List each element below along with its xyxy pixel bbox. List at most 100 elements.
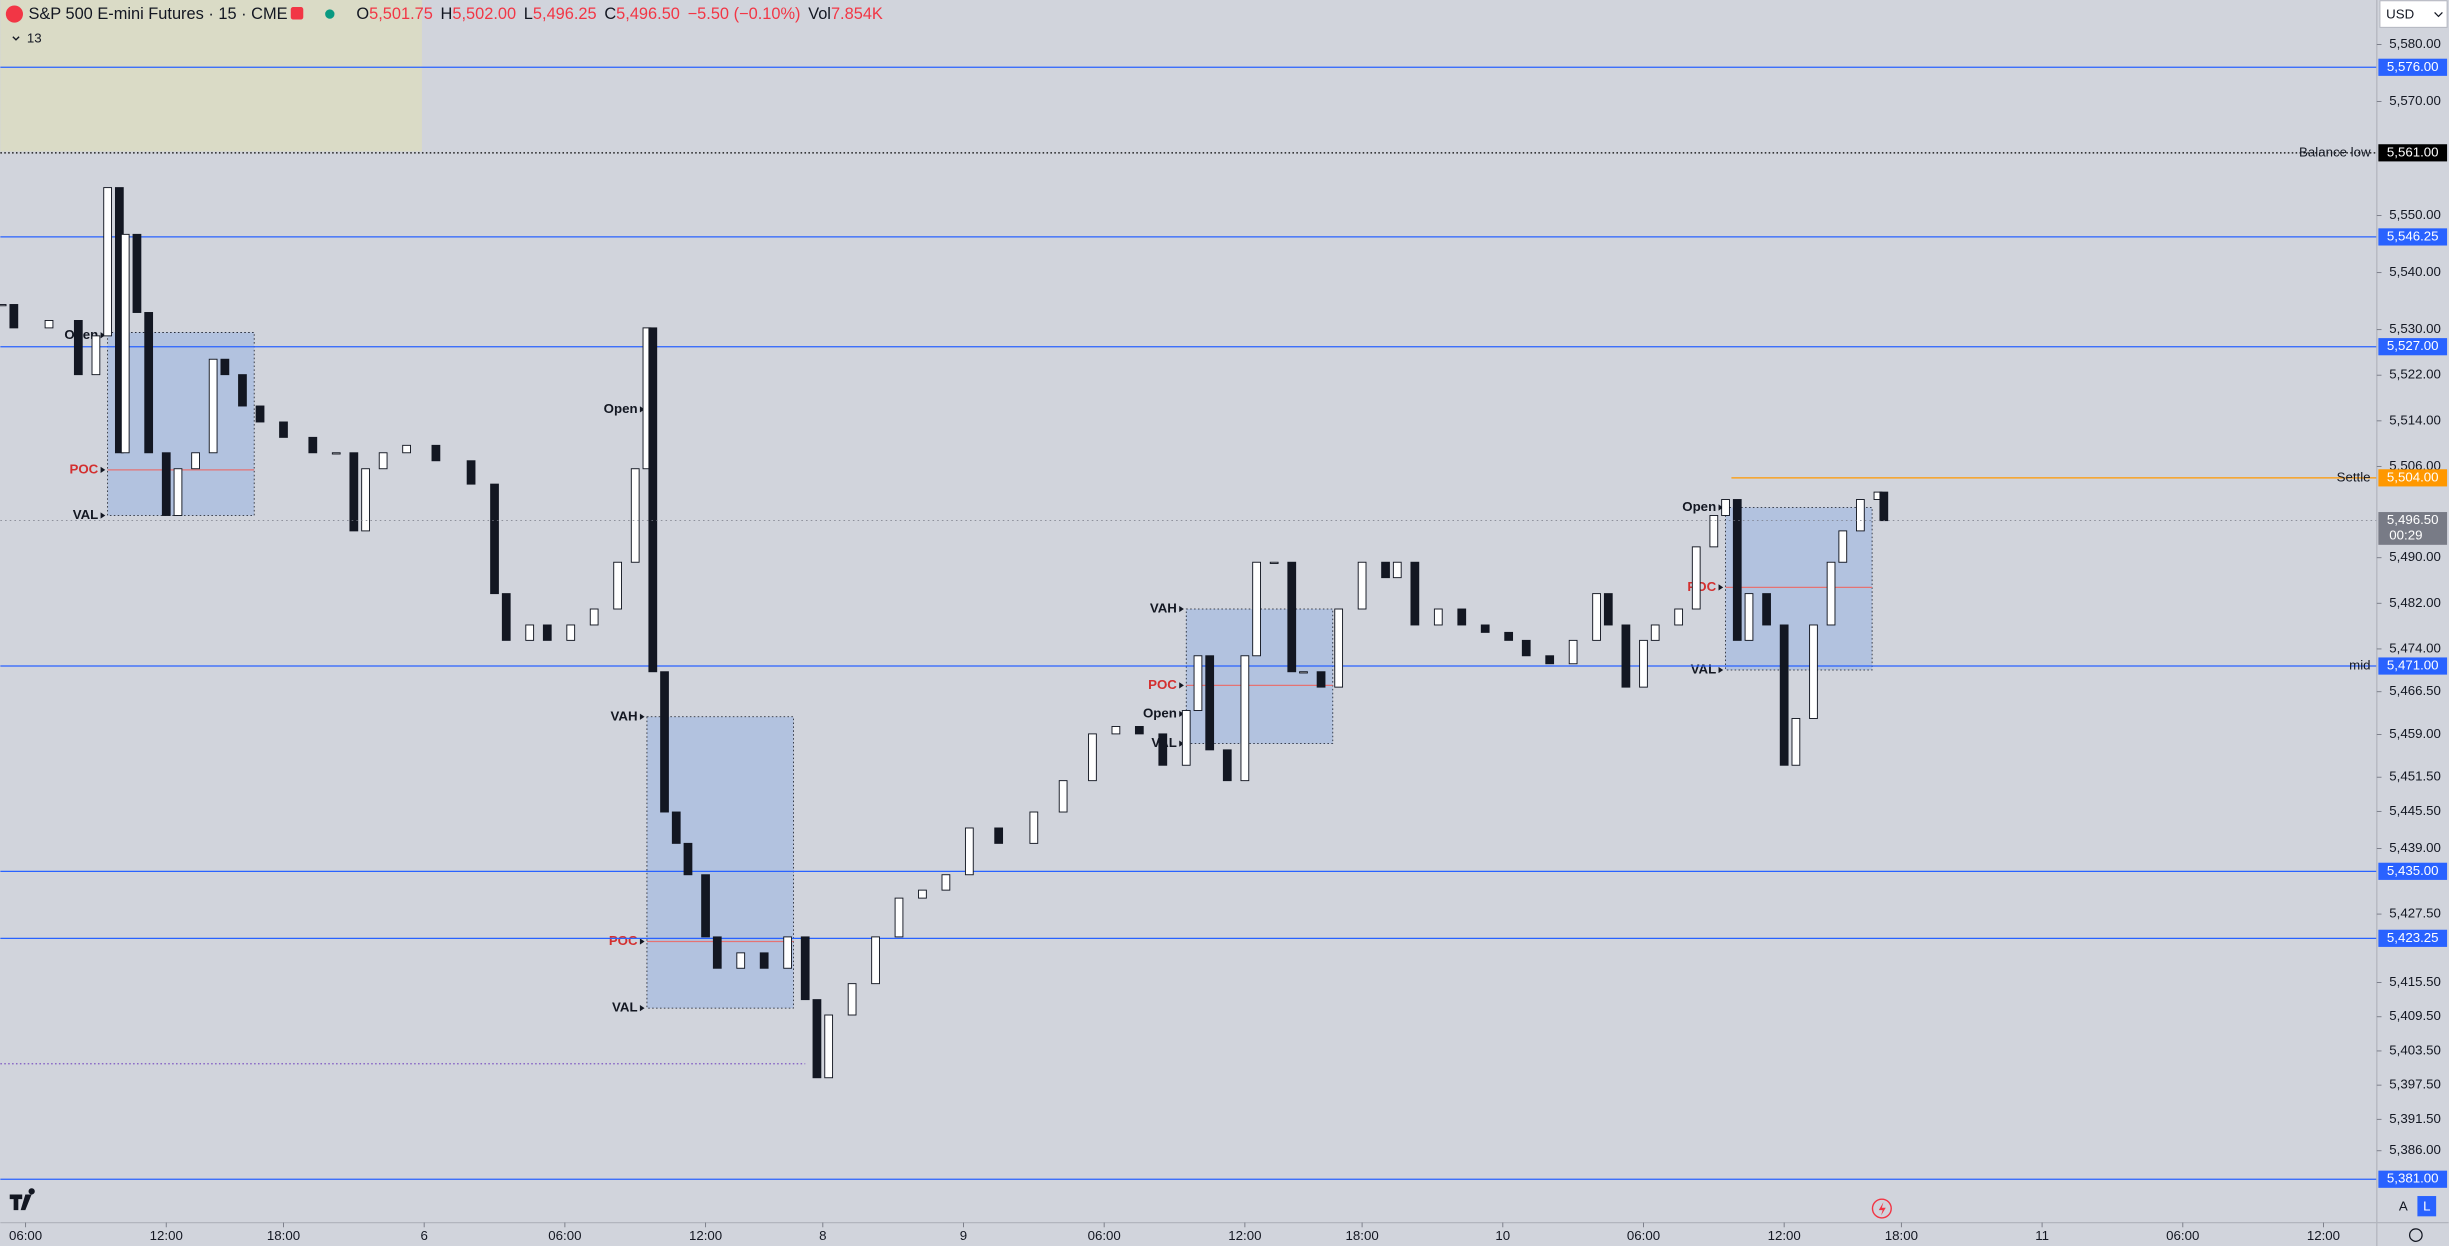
candle bbox=[589, 608, 599, 626]
x-tick-label: 11 bbox=[2035, 1228, 2049, 1243]
price-badge-label: 5,381.00 bbox=[2387, 1171, 2439, 1186]
status-icon[interactable] bbox=[290, 7, 304, 20]
candle bbox=[566, 624, 576, 641]
candle bbox=[1381, 561, 1390, 579]
y-tick-label: 5,514.00 bbox=[2389, 412, 2441, 427]
candle bbox=[490, 483, 499, 595]
candle bbox=[1691, 546, 1701, 610]
indicators-count[interactable]: 13 bbox=[27, 31, 42, 46]
value-area bbox=[1725, 507, 1873, 671]
log-scale-bg[interactable] bbox=[2417, 1196, 2437, 1217]
last-price-label: 5,496.50 bbox=[2387, 512, 2439, 527]
log-scale-button[interactable]: L bbox=[2423, 1198, 2430, 1213]
candle bbox=[1721, 499, 1730, 516]
candle bbox=[871, 936, 880, 985]
x-tick-label: 12:00 bbox=[1228, 1228, 1261, 1243]
y-tick-label: 5,466.50 bbox=[2389, 683, 2441, 698]
candle bbox=[847, 983, 857, 1016]
price-badge-label: 5,504.00 bbox=[2387, 469, 2439, 484]
candle bbox=[1287, 561, 1297, 673]
candle bbox=[1029, 811, 1039, 844]
symbol-logo bbox=[5, 5, 23, 23]
candle bbox=[0, 304, 7, 307]
x-tick-label: 18:00 bbox=[1885, 1228, 1918, 1243]
profile-label: VAL bbox=[73, 507, 99, 522]
x-tick-label: 12:00 bbox=[150, 1228, 183, 1243]
candle bbox=[736, 952, 746, 969]
profile-label-marker bbox=[639, 713, 645, 720]
market-open-dot bbox=[325, 9, 335, 19]
price-badge bbox=[2378, 228, 2448, 246]
candle bbox=[1545, 655, 1555, 665]
candle bbox=[1504, 631, 1514, 641]
candle bbox=[208, 358, 218, 454]
y-tick-label: 5,415.50 bbox=[2389, 974, 2441, 989]
candle bbox=[542, 624, 552, 641]
y-tick-label: 5,474.00 bbox=[2389, 640, 2441, 655]
candle bbox=[1058, 780, 1068, 813]
auto-scale-button[interactable]: A bbox=[2399, 1198, 2408, 1213]
candle bbox=[1592, 593, 1601, 641]
candle bbox=[525, 624, 535, 641]
candle bbox=[1674, 608, 1684, 626]
candle bbox=[1603, 593, 1613, 626]
candle bbox=[73, 320, 83, 376]
y-tick-label: 5,490.00 bbox=[2389, 549, 2441, 564]
candle bbox=[349, 452, 359, 532]
candle bbox=[1568, 639, 1578, 665]
candle bbox=[1762, 593, 1771, 626]
candle bbox=[1809, 624, 1818, 719]
candle bbox=[1134, 726, 1144, 735]
tradingview-logo[interactable] bbox=[9, 1188, 35, 1211]
candle bbox=[173, 468, 183, 516]
candle bbox=[812, 999, 822, 1079]
y-tick-label: 5,522.00 bbox=[2389, 367, 2441, 382]
candle bbox=[220, 358, 230, 376]
y-tick-label: 5,397.50 bbox=[2389, 1077, 2441, 1092]
event-icon[interactable] bbox=[1871, 1198, 1892, 1219]
candle bbox=[1269, 561, 1279, 564]
price-badge-label: 5,561.00 bbox=[2387, 144, 2439, 159]
candle bbox=[1334, 608, 1344, 688]
currency-label[interactable]: USD bbox=[2386, 6, 2414, 21]
candle bbox=[1299, 671, 1308, 674]
candle bbox=[1316, 671, 1326, 688]
candle bbox=[964, 827, 974, 876]
candle bbox=[1181, 710, 1191, 766]
ohlc-value: 5,496.50 bbox=[616, 5, 680, 23]
profile-label: Open bbox=[1143, 705, 1177, 720]
ohlc-key: L bbox=[524, 5, 533, 23]
candle bbox=[255, 405, 265, 423]
candle bbox=[378, 452, 388, 470]
profile-label-marker bbox=[1179, 740, 1184, 747]
candle bbox=[1791, 718, 1801, 766]
candle bbox=[1521, 639, 1531, 657]
candle bbox=[466, 460, 476, 485]
price-badge bbox=[2378, 338, 2448, 356]
x-tick-label: 12:00 bbox=[1768, 1228, 1801, 1243]
candle bbox=[1222, 749, 1232, 782]
price-badge bbox=[2378, 929, 2448, 947]
profile-label-marker bbox=[1179, 710, 1184, 718]
candle bbox=[279, 421, 288, 438]
settings-icon[interactable] bbox=[2408, 1228, 2423, 1242]
y-tick-label: 5,459.00 bbox=[2389, 726, 2441, 741]
candle bbox=[132, 233, 142, 313]
price-badge bbox=[2378, 862, 2448, 880]
x-tick-label: 12:00 bbox=[689, 1228, 722, 1243]
x-tick-label: 06:00 bbox=[548, 1228, 581, 1243]
candle bbox=[1111, 726, 1121, 735]
candle bbox=[9, 304, 19, 329]
candle bbox=[1744, 593, 1754, 641]
candle bbox=[1357, 561, 1367, 610]
balance-zone bbox=[0, 0, 422, 152]
candle bbox=[1779, 624, 1789, 766]
price-badge-label: 5,576.00 bbox=[2387, 59, 2439, 74]
indicators-toggle[interactable] bbox=[12, 36, 20, 41]
candle bbox=[191, 452, 200, 470]
candle bbox=[308, 436, 318, 454]
y-tick-label: 5,482.00 bbox=[2389, 595, 2441, 610]
symbol-title[interactable]: S&P 500 E-mini Futures · 15 · CME bbox=[28, 5, 287, 23]
candle bbox=[1240, 655, 1250, 782]
candle bbox=[800, 936, 810, 1001]
